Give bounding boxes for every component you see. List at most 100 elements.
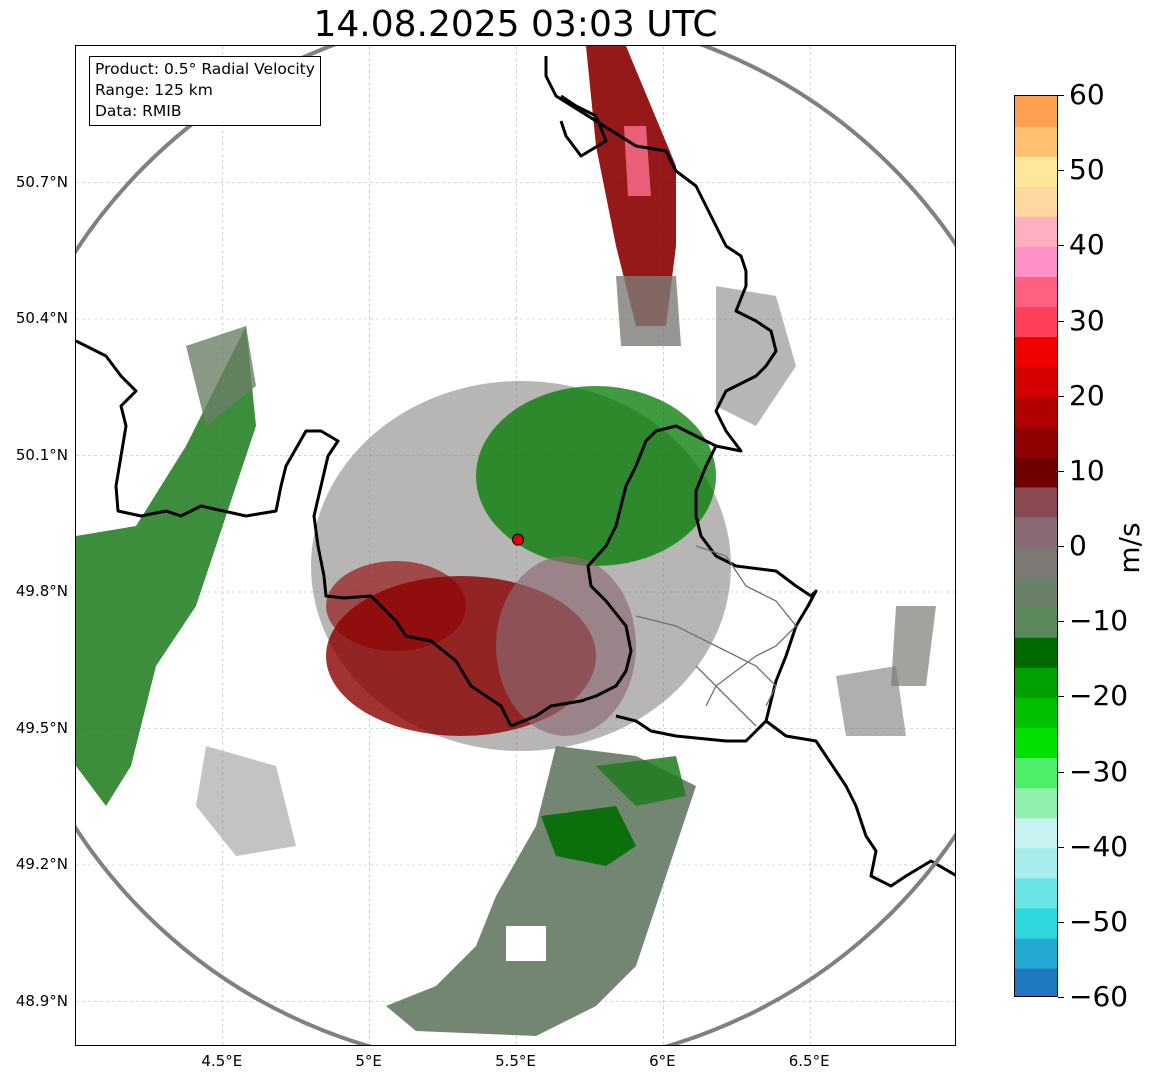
colorbar-segment: [1015, 96, 1057, 127]
colorbar-tickmark: [1058, 696, 1064, 698]
echo-east-grey: [716, 286, 796, 426]
colorbar-unit: m/s: [1113, 522, 1146, 574]
radar-map[interactable]: [75, 45, 956, 1046]
echo-south-green-2: [596, 756, 686, 806]
colorbar-tick-label: 50: [1069, 153, 1105, 187]
colorbar-segment: [1015, 126, 1057, 157]
lon-tick-label: 6°E: [649, 1052, 676, 1070]
echo-east-grey-3: [836, 666, 906, 736]
colorbar-segment: [1015, 516, 1057, 548]
radar-map-canvas: [76, 46, 955, 1045]
colorbar-tickmark: [1058, 470, 1064, 472]
lat-tick-label: 50.7°N: [15, 172, 68, 191]
lon-tick-label: 5°E: [355, 1052, 382, 1070]
colorbar-tick-label: 20: [1069, 378, 1105, 412]
colorbar-tick-label: −40: [1069, 829, 1129, 863]
colorbar-tick-label: 60: [1069, 78, 1105, 111]
colorbar-tickmark: [1058, 846, 1064, 848]
colorbar-segment: [1015, 396, 1057, 428]
lat-tick-label: 50.4°N: [15, 309, 68, 327]
country-borders: [76, 56, 955, 888]
info-box: Product: 0.5° Radial Velocity Range: 125…: [89, 56, 321, 126]
lat-tick-label: 49.8°N: [15, 582, 68, 600]
echo-south-green: [541, 806, 636, 866]
colorbar: [1014, 95, 1058, 997]
radar-site-marker[interactable]: [511, 533, 524, 546]
colorbar-tick-label: −30: [1069, 754, 1129, 788]
colorbar-tickmark: [1058, 245, 1064, 247]
colorbar-segment: [1015, 186, 1057, 217]
colorbar-segment: [1015, 246, 1057, 277]
colorbar-segment: [1015, 727, 1057, 759]
border-belgium-france: [76, 339, 513, 727]
colorbar-tick-label: 10: [1069, 453, 1105, 487]
echo-center-green: [476, 386, 716, 566]
border-north: [559, 94, 608, 158]
colorbar-tick-label: −10: [1069, 604, 1129, 638]
colorbar-segment: [1015, 486, 1057, 518]
colorbar-segment: [1015, 757, 1057, 789]
colorbar-tick-label: 30: [1069, 303, 1105, 337]
echo-south-hole: [506, 926, 546, 961]
colorbar-segment: [1015, 276, 1057, 308]
colorbar-segment: [1015, 366, 1057, 398]
lat-tick-label: 49.5°N: [15, 718, 68, 737]
lat-tick-label: 48.9°N: [15, 991, 68, 1010]
colorbar-segment: [1015, 637, 1057, 668]
colorbar-segment: [1015, 607, 1057, 638]
region-borders: [635, 545, 797, 727]
echo-center-red-2: [326, 561, 466, 651]
colorbar-tick-label: −60: [1069, 980, 1129, 1013]
colorbar-segment: [1015, 456, 1057, 488]
colorbar-segment: [1015, 156, 1057, 187]
border-luxembourg: [510, 424, 717, 728]
echo-west-band: [76, 326, 256, 806]
echo-southwest-grey: [196, 746, 296, 856]
colorbar-segment: [1015, 697, 1057, 728]
border-france-germany: [765, 719, 955, 888]
lat-tick-label: 49.2°N: [15, 855, 68, 873]
lon-tick-label: 5.5°E: [495, 1052, 536, 1070]
lon-tick-label: 6.5°E: [788, 1052, 830, 1070]
colorbar-tick-label: 0: [1069, 529, 1087, 562]
colorbar-tickmark: [1058, 170, 1064, 172]
colorbar-segment: [1015, 967, 1057, 996]
info-source: Data: RMIB: [95, 102, 182, 120]
colorbar-segment: [1015, 216, 1057, 247]
info-product: Product: 0.5° Radial Velocity: [95, 60, 315, 78]
lat-tick-label: 50.1°N: [15, 445, 68, 464]
colorbar-tickmark: [1058, 771, 1064, 773]
lon-tick-label: 4.5°E: [201, 1052, 243, 1070]
colorbar-segment: [1015, 306, 1057, 338]
colorbar-tickmark: [1058, 320, 1064, 322]
echo-east-grey-2: [891, 606, 936, 686]
colorbar-segment: [1015, 937, 1057, 969]
colorbar-segment: [1015, 847, 1057, 879]
colorbar-segment: [1015, 667, 1057, 698]
colorbar-segment: [1015, 426, 1057, 458]
colorbar-tickmark: [1058, 395, 1064, 397]
echo-west-grey: [186, 326, 256, 426]
colorbar-tick-label: −20: [1069, 679, 1129, 713]
colorbar-gradient: [1015, 96, 1057, 996]
colorbar-tickmark: [1058, 997, 1064, 998]
echo-center-mauve: [496, 556, 636, 736]
colorbar-segment: [1015, 336, 1057, 368]
colorbar-segment: [1015, 547, 1057, 578]
map-title: 14.08.2025 03:03 UTC: [313, 4, 718, 45]
colorbar-tickmark: [1058, 921, 1064, 923]
colorbar-segment: [1015, 787, 1057, 819]
colorbar-tickmark: [1058, 546, 1064, 547]
colorbar-segment: [1015, 907, 1057, 939]
echo-ne-grey: [616, 276, 681, 346]
colorbar-segment: [1015, 817, 1057, 849]
border-germany-luxembourg: [615, 445, 818, 743]
radar-echoes: [76, 46, 936, 1036]
colorbar-tick-label: 40: [1069, 228, 1105, 262]
info-range: Range: 125 km: [95, 81, 213, 99]
border-germany-west: [544, 56, 778, 453]
colorbar-segment: [1015, 577, 1057, 608]
colorbar-segment: [1015, 877, 1057, 909]
colorbar-tickmark: [1058, 621, 1064, 623]
colorbar-tickmark: [1058, 95, 1064, 96]
